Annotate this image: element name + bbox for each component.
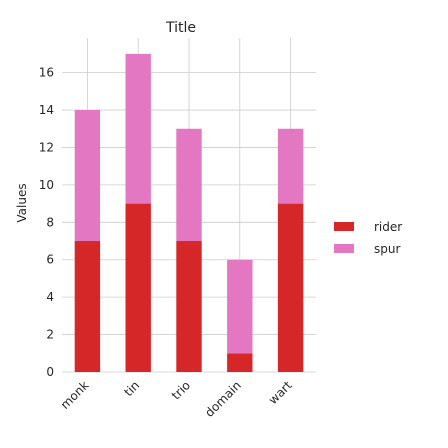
bar-rider-monk (74, 241, 101, 372)
y-tick-label: 0 (46, 365, 54, 379)
x-tick-label: domain (202, 378, 244, 420)
y-tick-label: 2 (46, 328, 54, 342)
legend-label-rider: rider (374, 220, 402, 234)
chart-title: Title (165, 20, 196, 36)
y-axis-ticks: 0 2 4 6 8 10 12 14 16 (39, 66, 54, 379)
bar-spur-wart (277, 128, 304, 204)
y-tick-label: 4 (46, 290, 54, 304)
y-tick-label: 6 (46, 253, 54, 267)
bar-rider-domain (227, 353, 253, 372)
legend-label-spur: spur (374, 242, 400, 256)
x-tick-label: monk (58, 378, 92, 412)
x-tick-label: tin (121, 378, 142, 399)
bar-spur-domain (227, 259, 253, 354)
legend: rider spur (334, 220, 402, 256)
x-tick-label: trio (169, 378, 193, 402)
bar-rider-trio (176, 241, 202, 372)
legend-swatch-spur (334, 244, 354, 253)
bar-spur-monk (74, 110, 101, 242)
bars (74, 53, 304, 372)
y-tick-label: 14 (39, 103, 54, 117)
bar-rider-tin (125, 203, 151, 372)
bar-rider-wart (277, 203, 304, 372)
legend-swatch-rider (334, 222, 354, 231)
y-tick-label: 8 (46, 215, 54, 229)
y-tick-label: 16 (39, 66, 54, 80)
bar-spur-tin (125, 53, 151, 204)
y-axis-title: Values (15, 183, 29, 222)
y-tick-label: 10 (39, 178, 54, 192)
y-tick-label: 12 (39, 140, 54, 154)
x-tick-label: wart (266, 378, 295, 407)
x-axis-ticks: monk tin trio domain wart (58, 378, 295, 420)
bar-spur-trio (176, 128, 202, 242)
